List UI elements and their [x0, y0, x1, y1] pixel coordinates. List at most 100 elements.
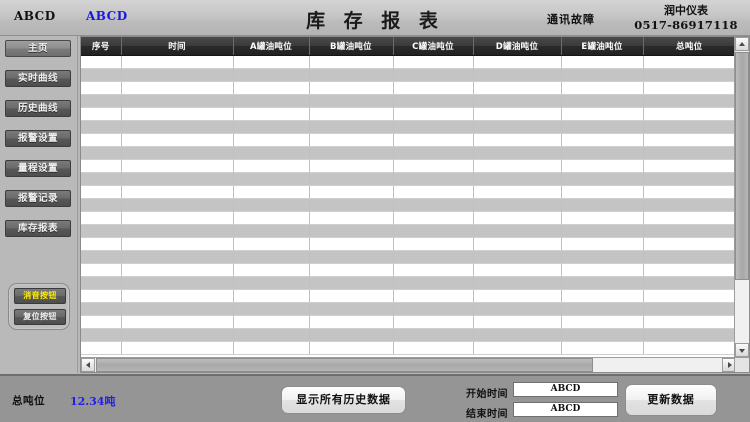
show-all-history-button[interactable]: 显示所有历史数据: [281, 386, 406, 414]
table-column-header[interactable]: A罐油吨位: [233, 37, 310, 56]
table-row[interactable]: [81, 107, 736, 121]
table-row[interactable]: [81, 172, 736, 186]
table-row[interactable]: [81, 250, 736, 264]
table-cell: [561, 68, 644, 82]
table-cell: [473, 172, 562, 186]
table-cell: [393, 237, 474, 251]
table-cell: [393, 289, 474, 303]
table-cell: [561, 81, 644, 95]
table-cell: [233, 302, 310, 316]
table-row[interactable]: [81, 315, 736, 329]
table-row[interactable]: [81, 302, 736, 316]
table-cell: [473, 315, 562, 329]
table-row[interactable]: [81, 81, 736, 95]
table-row[interactable]: [81, 159, 736, 173]
mute-button[interactable]: 消音按钮: [14, 288, 66, 304]
table-cell: [81, 341, 122, 355]
table-cell: [309, 107, 394, 121]
table-column-header[interactable]: C罐油吨位: [393, 37, 474, 56]
table-cell: [233, 55, 310, 69]
top-header-bar: ABCD ABCD 库 存 报 表 通讯故障 润中仪表 0517-8691711…: [0, 0, 750, 36]
table-row[interactable]: [81, 146, 736, 160]
scroll-down-arrow-icon[interactable]: [735, 343, 749, 357]
table-cell: [81, 224, 122, 238]
table-cell: [473, 224, 562, 238]
table-header-row: 序号 时间 A罐油吨位 B罐油吨位 C罐油吨位 D罐油吨位 E罐油吨位 总吨位: [81, 37, 735, 56]
table-row[interactable]: [81, 263, 736, 277]
inventory-table: 序号 时间 A罐油吨位 B罐油吨位 C罐油吨位 D罐油吨位 E罐油吨位 总吨位: [81, 37, 736, 355]
table-row[interactable]: [81, 276, 736, 290]
table-row[interactable]: [81, 94, 736, 108]
table-column-header[interactable]: 序号: [81, 37, 122, 56]
footer-bar: 总吨位 12.34吨 显示所有历史数据 开始时间 ABCD 结束时间 ABCD …: [0, 374, 750, 422]
table-cell: [561, 120, 644, 134]
sidebar-item-range-settings[interactable]: 量程设置: [5, 160, 71, 177]
table-row[interactable]: [81, 289, 736, 303]
start-time-input[interactable]: ABCD: [513, 382, 618, 397]
table-row[interactable]: [81, 55, 736, 69]
table-cell: [309, 328, 394, 342]
table-cell: [561, 315, 644, 329]
vertical-scrollbar[interactable]: [734, 37, 749, 357]
table-cell: [473, 185, 562, 199]
table-row[interactable]: [81, 185, 736, 199]
table-column-header[interactable]: 总吨位: [643, 37, 735, 56]
table-column-header[interactable]: E罐油吨位: [561, 37, 644, 56]
table-cell: [393, 224, 474, 238]
table-row[interactable]: [81, 237, 736, 251]
table-row[interactable]: [81, 341, 736, 355]
sidebar-item-history-curve[interactable]: 历史曲线: [5, 100, 71, 117]
table-cell: [643, 211, 736, 225]
table-row[interactable]: [81, 328, 736, 342]
table-cell: [81, 94, 122, 108]
table-cell: [309, 172, 394, 186]
table-cell: [81, 315, 122, 329]
sidebar-item-inventory-report[interactable]: 库存报表: [5, 220, 71, 237]
table-row[interactable]: [81, 68, 736, 82]
table-cell: [81, 211, 122, 225]
table-column-header[interactable]: 时间: [121, 37, 234, 56]
table-cell: [309, 211, 394, 225]
table-cell: [309, 68, 394, 82]
table-cell: [309, 263, 394, 277]
sidebar-item-home[interactable]: 主页: [5, 40, 71, 57]
scroll-up-arrow-icon[interactable]: [735, 37, 749, 51]
table-cell: [233, 198, 310, 212]
table-column-header[interactable]: B罐油吨位: [309, 37, 394, 56]
table-row[interactable]: [81, 120, 736, 134]
table-row[interactable]: [81, 224, 736, 238]
scroll-left-arrow-icon[interactable]: [81, 358, 95, 372]
table-row[interactable]: [81, 198, 736, 212]
reset-button[interactable]: 复位按钮: [14, 309, 66, 325]
table-cell: [81, 55, 122, 69]
table-cell: [561, 94, 644, 108]
table-cell: [233, 68, 310, 82]
table-cell: [561, 211, 644, 225]
table-cell: [393, 55, 474, 69]
table-cell: [121, 211, 234, 225]
table-row[interactable]: [81, 133, 736, 147]
table-cell: [393, 120, 474, 134]
update-data-button[interactable]: 更新数据: [625, 384, 717, 416]
end-time-input[interactable]: ABCD: [513, 402, 618, 417]
horizontal-scrollbar[interactable]: [81, 357, 749, 372]
table-cell: [643, 276, 736, 290]
page-title: 库 存 报 表: [306, 10, 444, 32]
table-row[interactable]: [81, 211, 736, 225]
table-cell: [121, 315, 234, 329]
horizontal-scroll-thumb[interactable]: [96, 358, 593, 372]
sidebar-item-alarm-records[interactable]: 报警记录: [5, 190, 71, 207]
sidebar-item-alarm-settings[interactable]: 报警设置: [5, 130, 71, 147]
table-cell: [81, 159, 122, 173]
table-cell: [561, 341, 644, 355]
vertical-scroll-thumb[interactable]: [735, 52, 749, 280]
sidebar-item-realtime-curve[interactable]: 实时曲线: [5, 70, 71, 87]
table-column-header[interactable]: D罐油吨位: [473, 37, 562, 56]
table-cell: [309, 159, 394, 173]
table-cell: [233, 185, 310, 199]
table-cell: [81, 237, 122, 251]
table-cell: [81, 328, 122, 342]
table-cell: [643, 237, 736, 251]
status-badge-comm-fault: 通讯故障: [547, 13, 595, 26]
table-cell: [309, 302, 394, 316]
